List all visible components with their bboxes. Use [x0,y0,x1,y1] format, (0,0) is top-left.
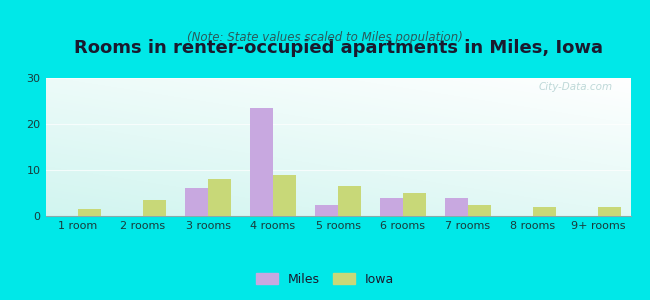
Bar [380,198,403,216]
Bar [403,193,426,216]
Title: Rooms in renter-occupied apartments in Miles, Iowa: Rooms in renter-occupied apartments in M… [73,39,603,57]
Bar [533,207,556,216]
Text: City-Data.com: City-Data.com [539,82,613,92]
Text: (Note: State values scaled to Miles population): (Note: State values scaled to Miles popu… [187,32,463,44]
Bar [445,198,468,216]
Bar [143,200,166,216]
Bar [598,207,621,216]
Bar [338,186,361,216]
Bar [273,175,296,216]
Bar [185,188,208,216]
Bar [208,179,231,216]
Legend: Miles, Iowa: Miles, Iowa [251,268,399,291]
Bar [78,209,101,216]
Bar [250,108,273,216]
Bar [315,205,338,216]
Bar [468,205,491,216]
